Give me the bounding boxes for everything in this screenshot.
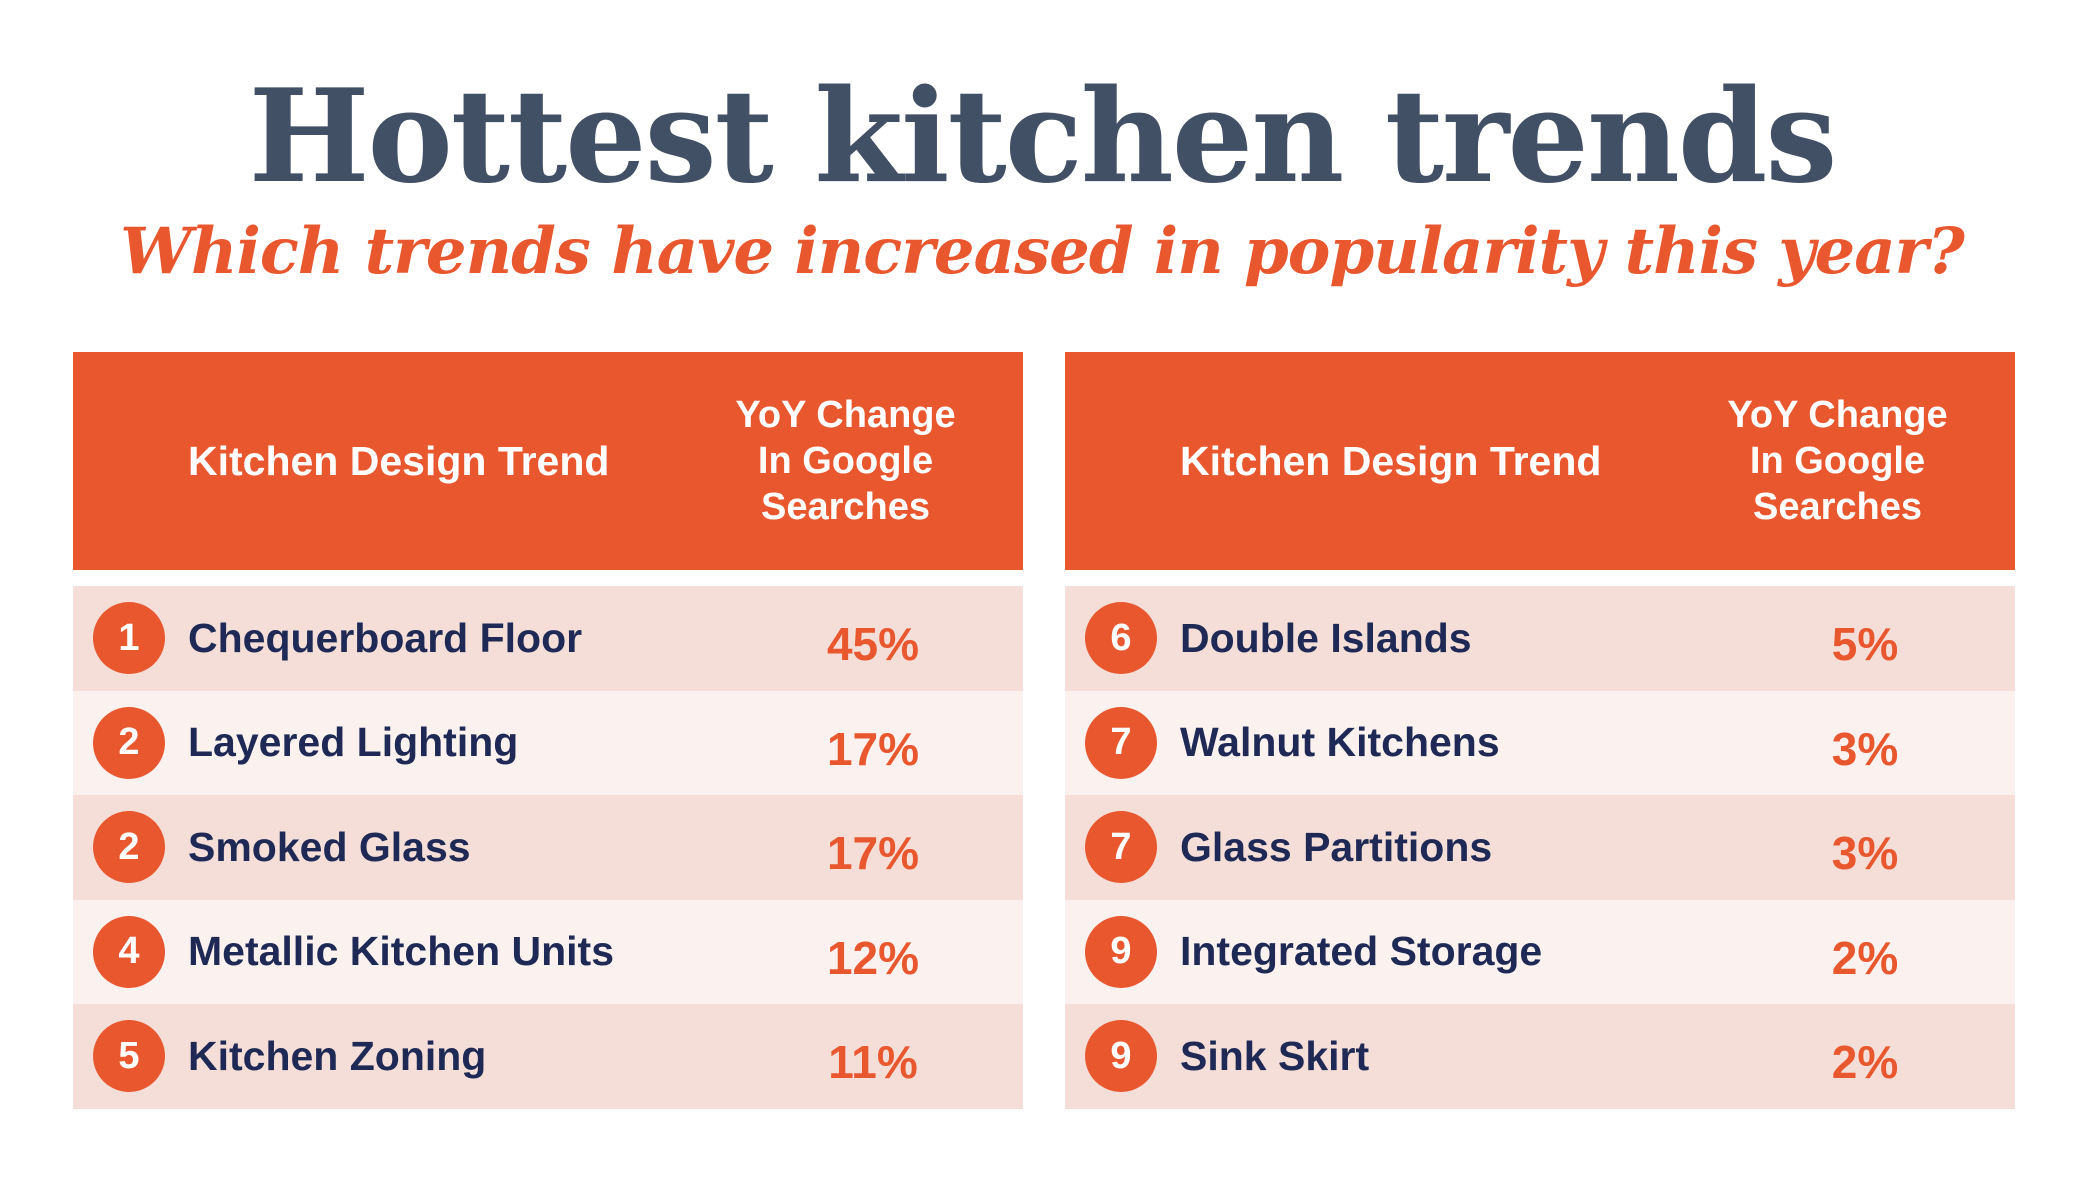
yoy-value: 11% xyxy=(828,1036,918,1089)
table-row: 4 Metallic Kitchen Units 12% xyxy=(73,899,1023,1005)
header-yoy-line: YoY Change xyxy=(735,394,956,436)
header-yoy-line: In Google xyxy=(757,440,934,482)
trend-label: Metallic Kitchen Units xyxy=(188,928,615,975)
table-row: 7 Walnut Kitchens 3% xyxy=(1065,690,2015,796)
yoy-value: 2% xyxy=(1831,931,1899,984)
yoy-value: 45% xyxy=(826,618,920,670)
table-row: 5 Kitchen Zoning 11% xyxy=(73,1004,1023,1109)
trend-label: Sink Skirt xyxy=(1180,1032,1370,1079)
yoy-value: 17% xyxy=(826,827,920,880)
rank-badge: 7 xyxy=(1085,811,1157,884)
yoy-value: 2% xyxy=(1831,1036,1899,1089)
yoy-value: 12% xyxy=(826,931,920,984)
table-row: 2 Smoked Glass 17% xyxy=(73,795,1023,900)
yoy-value: 3% xyxy=(1831,722,1899,775)
table-row: 6 Double Islands 5% xyxy=(1065,586,2015,691)
trend-label: Glass Partitions xyxy=(1180,823,1493,870)
header-yoy-line: YoY Change xyxy=(1727,394,1948,436)
trends-table-left: Kitchen Design Trend YoY Change In Googl… xyxy=(73,352,1023,1109)
rank-badge: 7 xyxy=(1085,706,1157,779)
table-row: 1 Chequerboard Floor 45% xyxy=(73,586,1023,691)
header-yoy: YoY Change In Google Searches xyxy=(713,352,978,570)
table-row: 9 Sink Skirt 2% xyxy=(1065,1004,2015,1109)
header-yoy-line: Searches xyxy=(760,486,930,528)
trend-label: Double Islands xyxy=(1180,614,1472,661)
trend-label: Chequerboard Floor xyxy=(188,614,583,661)
header-yoy-line: Searches xyxy=(1752,486,1922,528)
table-header: Kitchen Design Trend YoY Change In Googl… xyxy=(1065,352,2015,570)
trends-table-right: Kitchen Design Trend YoY Change In Googl… xyxy=(1065,352,2015,1109)
rank-badge: 2 xyxy=(93,706,165,779)
rank-badge: 2 xyxy=(93,811,165,884)
page-subtitle: Which trends have increased in popularit… xyxy=(120,214,1965,289)
table-row: 9 Integrated Storage 2% xyxy=(1065,899,2015,1005)
table-body: 6 Double Islands 5% 7 Walnut Kitchens 3%… xyxy=(1065,586,2015,1109)
header-trend: Kitchen Design Trend xyxy=(1180,437,1602,484)
rank-badge: 9 xyxy=(1085,915,1157,988)
rank-badge: 5 xyxy=(93,1020,165,1093)
trend-label: Walnut Kitchens xyxy=(1180,719,1500,766)
header-trend: Kitchen Design Trend xyxy=(188,437,610,484)
trend-label: Integrated Storage xyxy=(1180,928,1543,975)
rank-badge: 1 xyxy=(93,602,165,674)
table-row: 2 Layered Lighting 17% xyxy=(73,690,1023,796)
table-header: Kitchen Design Trend YoY Change In Googl… xyxy=(73,352,1023,570)
yoy-value: 17% xyxy=(826,722,920,775)
table-row: 7 Glass Partitions 3% xyxy=(1065,795,2015,900)
rank-badge: 6 xyxy=(1085,602,1157,674)
trend-label: Smoked Glass xyxy=(188,823,471,870)
rank-badge: 4 xyxy=(93,915,165,988)
trend-label: Layered Lighting xyxy=(188,719,519,766)
rank-badge: 9 xyxy=(1085,1020,1157,1093)
yoy-value: 5% xyxy=(1831,618,1899,670)
page-title: Hottest kitchen trends xyxy=(248,62,1838,212)
header-yoy: YoY Change In Google Searches xyxy=(1705,352,1970,570)
table-body: 1 Chequerboard Floor 45% 2 Layered Light… xyxy=(73,586,1023,1109)
header-yoy-line: In Google xyxy=(1749,440,1926,482)
yoy-value: 3% xyxy=(1831,827,1899,880)
trend-label: Kitchen Zoning xyxy=(188,1032,487,1079)
